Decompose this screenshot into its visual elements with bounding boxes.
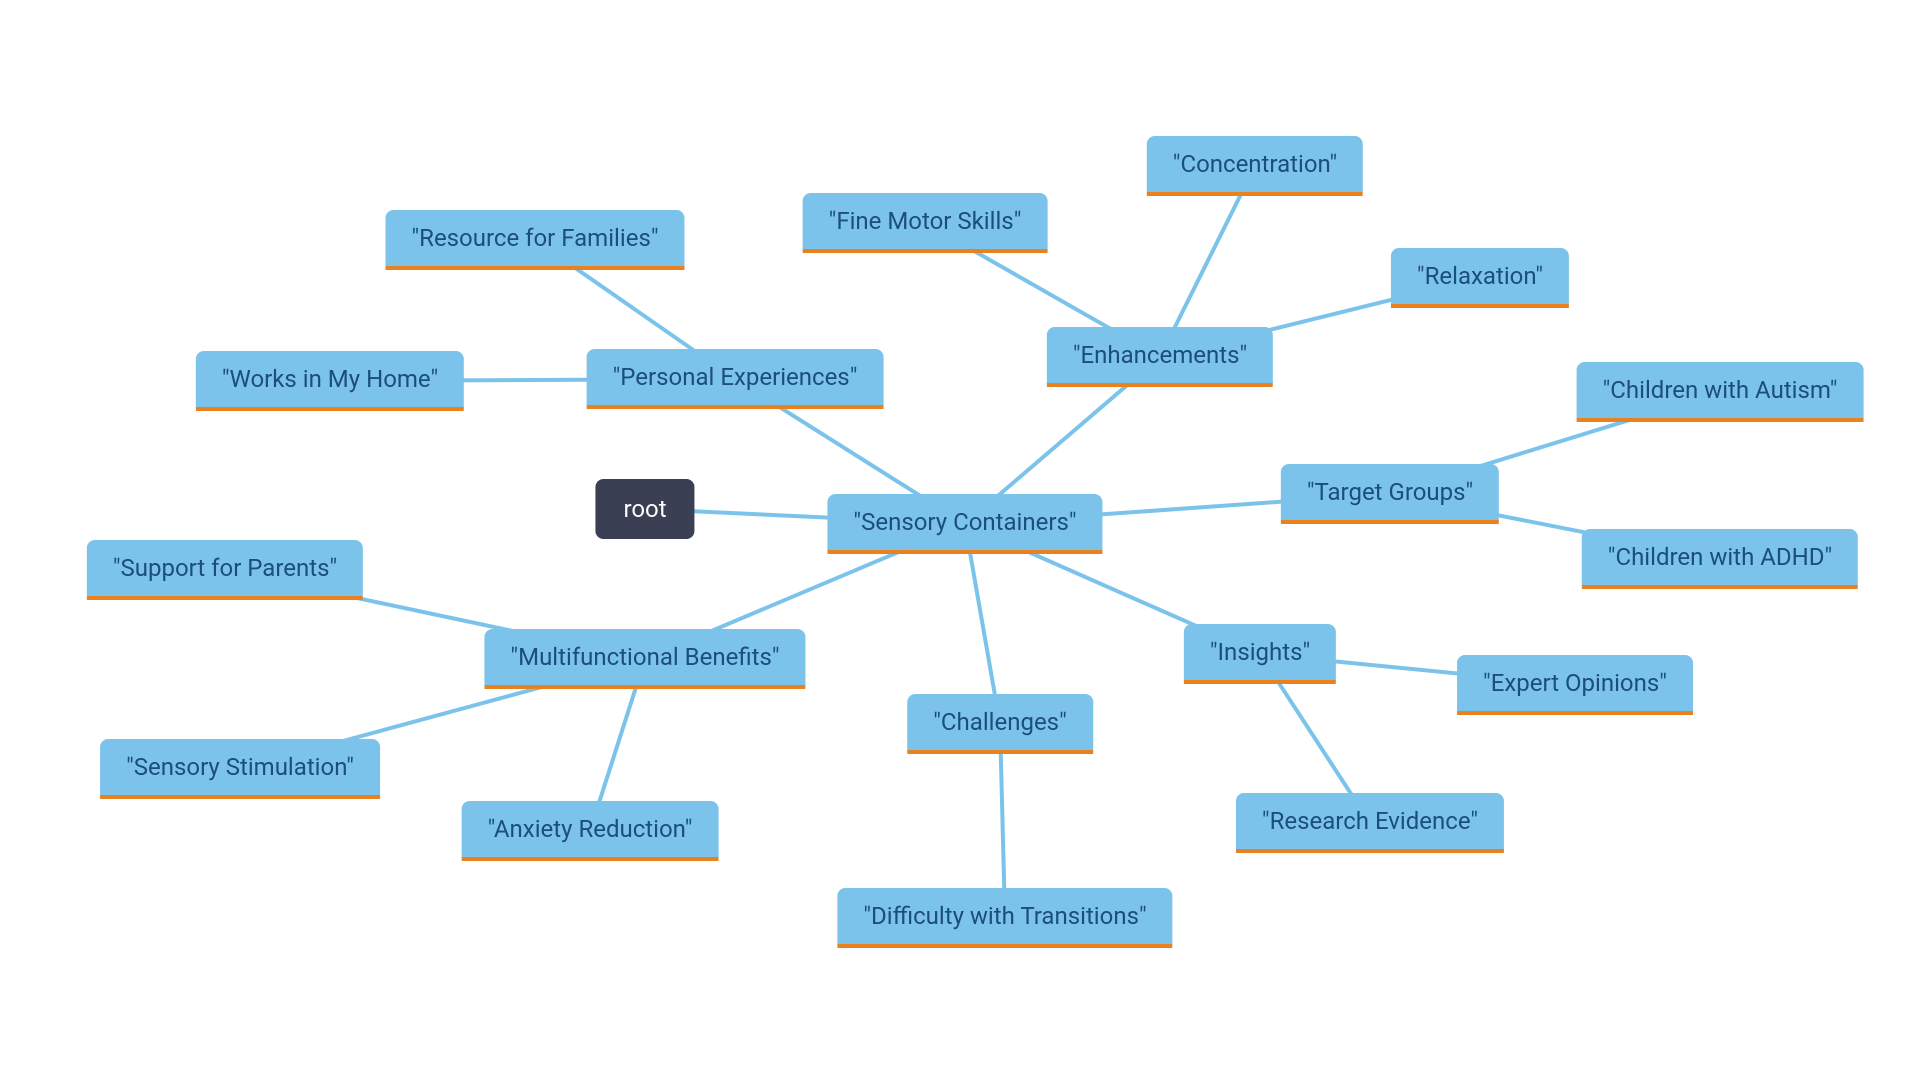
node-personal[interactable]: "Personal Experiences" <box>587 349 884 409</box>
node-enhancements[interactable]: "Enhancements" <box>1047 327 1273 387</box>
node-label: "Relaxation" <box>1417 262 1543 290</box>
node-label: "Enhancements" <box>1073 341 1247 369</box>
node-label: "Children with Autism" <box>1603 376 1838 404</box>
node-label: "Target Groups" <box>1307 478 1473 506</box>
node-research[interactable]: "Research Evidence" <box>1236 793 1504 853</box>
mindmap-canvas: root "Sensory Containers" "Personal Experi… <box>0 0 1920 1080</box>
node-label: root <box>623 495 666 523</box>
node-label: "Works in My Home" <box>222 365 438 393</box>
node-multi[interactable]: "Multifunctional Benefits" <box>484 629 805 689</box>
node-label: "Difficulty with Transitions" <box>863 902 1146 930</box>
node-label: "Sensory Containers" <box>853 508 1076 536</box>
node-target[interactable]: "Target Groups" <box>1281 464 1499 524</box>
node-label: "Insights" <box>1210 638 1310 666</box>
node-autism[interactable]: "Children with Autism" <box>1577 362 1864 422</box>
node-label: "Research Evidence" <box>1262 807 1478 835</box>
node-label: "Multifunctional Benefits" <box>510 643 779 671</box>
node-label: "Anxiety Reduction" <box>488 815 693 843</box>
node-label: "Support for Parents" <box>113 554 337 582</box>
node-label: "Personal Experiences" <box>613 363 858 391</box>
node-relaxation[interactable]: "Relaxation" <box>1391 248 1569 308</box>
node-support[interactable]: "Support for Parents" <box>87 540 363 600</box>
node-label: "Sensory Stimulation" <box>126 753 354 781</box>
node-adhd[interactable]: "Children with ADHD" <box>1582 529 1858 589</box>
node-label: "Expert Opinions" <box>1483 669 1667 697</box>
node-root[interactable]: root <box>595 479 694 539</box>
node-challenges[interactable]: "Challenges" <box>907 694 1093 754</box>
node-difficulty[interactable]: "Difficulty with Transitions" <box>837 888 1172 948</box>
node-label: "Challenges" <box>933 708 1067 736</box>
node-concentration[interactable]: "Concentration" <box>1147 136 1363 196</box>
node-sens_stim[interactable]: "Sensory Stimulation" <box>100 739 380 799</box>
node-anxiety[interactable]: "Anxiety Reduction" <box>462 801 719 861</box>
node-label: "Concentration" <box>1173 150 1337 178</box>
node-fine_motor[interactable]: "Fine Motor Skills" <box>803 193 1048 253</box>
node-label: "Fine Motor Skills" <box>829 207 1022 235</box>
node-insights[interactable]: "Insights" <box>1184 624 1336 684</box>
node-label: "Children with ADHD" <box>1608 543 1832 571</box>
node-resource[interactable]: "Resource for Families" <box>385 210 684 270</box>
node-expert[interactable]: "Expert Opinions" <box>1457 655 1693 715</box>
node-sensory[interactable]: "Sensory Containers" <box>827 494 1102 554</box>
node-works[interactable]: "Works in My Home" <box>196 351 464 411</box>
node-label: "Resource for Families" <box>411 224 658 252</box>
